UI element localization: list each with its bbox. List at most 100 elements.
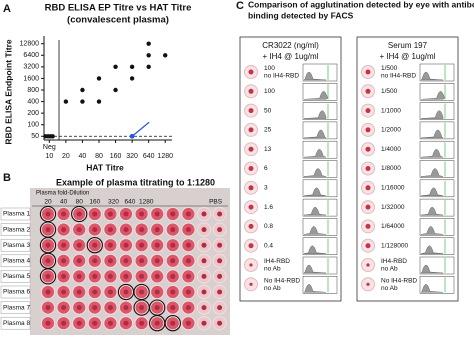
well-center — [217, 242, 223, 248]
well-dot — [249, 263, 253, 267]
row-label: No IH4-RBD — [264, 278, 300, 285]
row-label: IH4-RBD — [381, 258, 407, 265]
well-center — [139, 227, 145, 233]
row-label: Plasma 2 — [3, 226, 30, 233]
well-center — [170, 211, 176, 217]
well-center — [123, 211, 129, 217]
facs-histogram — [303, 226, 327, 235]
row-label: no Ab — [381, 266, 398, 273]
x-tick-label: 1280 — [157, 153, 173, 160]
row-label: 0.8 — [264, 223, 273, 230]
dilution-label: 160 — [89, 199, 100, 206]
row-label: 6 — [264, 165, 268, 172]
well-center — [201, 320, 207, 326]
y-axis-label: RBD ELISA Endpoint Titre — [3, 39, 13, 145]
row-label: 0.4 — [264, 242, 273, 249]
well-dot — [366, 282, 370, 286]
row-label: 1/4000 — [381, 146, 401, 153]
well-center — [123, 242, 129, 248]
panel-title: Comparison of agglutination detected by … — [248, 0, 474, 9]
well-center — [170, 242, 176, 248]
well-center — [170, 305, 176, 311]
facs-histogram — [420, 149, 444, 158]
row-label: 3 — [264, 185, 268, 192]
well-center — [170, 289, 176, 295]
row-label: Plasma 1 — [3, 211, 30, 218]
row-label: no Ab — [381, 285, 398, 292]
y-tick-label: 200 — [27, 110, 39, 117]
circle-mark — [164, 315, 181, 332]
well-center — [45, 242, 51, 248]
dilution-label: 40 — [60, 199, 68, 206]
well-center — [170, 227, 176, 233]
facs-box — [302, 218, 338, 236]
well-center — [123, 320, 129, 326]
table-header: CR3022 (ng/ml) — [262, 41, 319, 50]
well-center — [123, 305, 129, 311]
well-center — [139, 305, 145, 311]
point — [129, 133, 135, 139]
row-label: No IH4-RBD — [381, 278, 417, 285]
facs-histogram — [420, 264, 444, 274]
well-dot — [365, 166, 371, 171]
y-tick-label: 12800 — [20, 41, 40, 48]
well-center — [92, 273, 98, 279]
facs-histogram — [303, 206, 327, 216]
well-dot — [365, 69, 371, 75]
facs-histogram — [420, 91, 445, 100]
panel-label: C — [236, 0, 244, 12]
well-center — [107, 289, 113, 295]
well-center — [92, 211, 98, 217]
row-label: 50 — [264, 107, 272, 114]
row-label: no IH4-RBD — [381, 73, 416, 80]
dilution-label: 20 — [44, 199, 52, 206]
row-label-box — [0, 254, 31, 268]
well-dot — [365, 243, 371, 249]
well-center — [154, 211, 160, 217]
facs-histogram — [303, 187, 327, 196]
well-dot — [248, 185, 254, 191]
chart-subtitle: (convalescent plasma) — [67, 15, 169, 26]
well-center — [92, 258, 98, 264]
panel-title: Example of plasma titrating to 1:1280 — [56, 177, 215, 187]
well-center — [92, 320, 98, 326]
well-center — [123, 258, 129, 264]
well-dot — [365, 223, 371, 229]
facs-box — [302, 179, 338, 198]
well-dot — [248, 166, 254, 171]
facs-histogram — [303, 245, 327, 254]
well-center — [76, 320, 82, 326]
well-center — [217, 258, 223, 264]
row-label: 13 — [264, 146, 272, 153]
circle-mark — [39, 268, 57, 285]
well-dot — [365, 204, 371, 210]
facs-box — [419, 198, 455, 217]
facs-histogram — [420, 206, 444, 216]
facs-histogram — [420, 71, 444, 81]
well-center — [170, 258, 176, 264]
well-center — [154, 242, 160, 248]
well-center — [61, 227, 67, 233]
row-label: 1/8000 — [381, 165, 401, 172]
y-tick-label: 400 — [27, 98, 39, 105]
well-dot — [248, 146, 254, 152]
circle-mark — [86, 237, 103, 254]
well-center — [61, 242, 67, 248]
facs-histogram — [303, 149, 327, 158]
well-center — [217, 320, 223, 326]
x-tick-label: 20 — [62, 153, 70, 160]
well-center — [107, 242, 113, 248]
point — [96, 99, 102, 104]
facs-histogram — [420, 129, 444, 139]
x-tick-label: 320 — [126, 153, 138, 160]
dilution-label: 640 — [124, 199, 135, 206]
well-center — [185, 273, 191, 279]
row-label: 1/1000 — [381, 107, 401, 114]
well-center — [76, 227, 82, 233]
row-label-box — [0, 207, 31, 221]
well-center — [61, 289, 67, 295]
row-label: Plasma 5 — [3, 273, 30, 280]
y-tick-label: 6400 — [23, 52, 39, 59]
facs-box — [302, 237, 338, 255]
table-header: Serum 197 — [388, 41, 428, 50]
